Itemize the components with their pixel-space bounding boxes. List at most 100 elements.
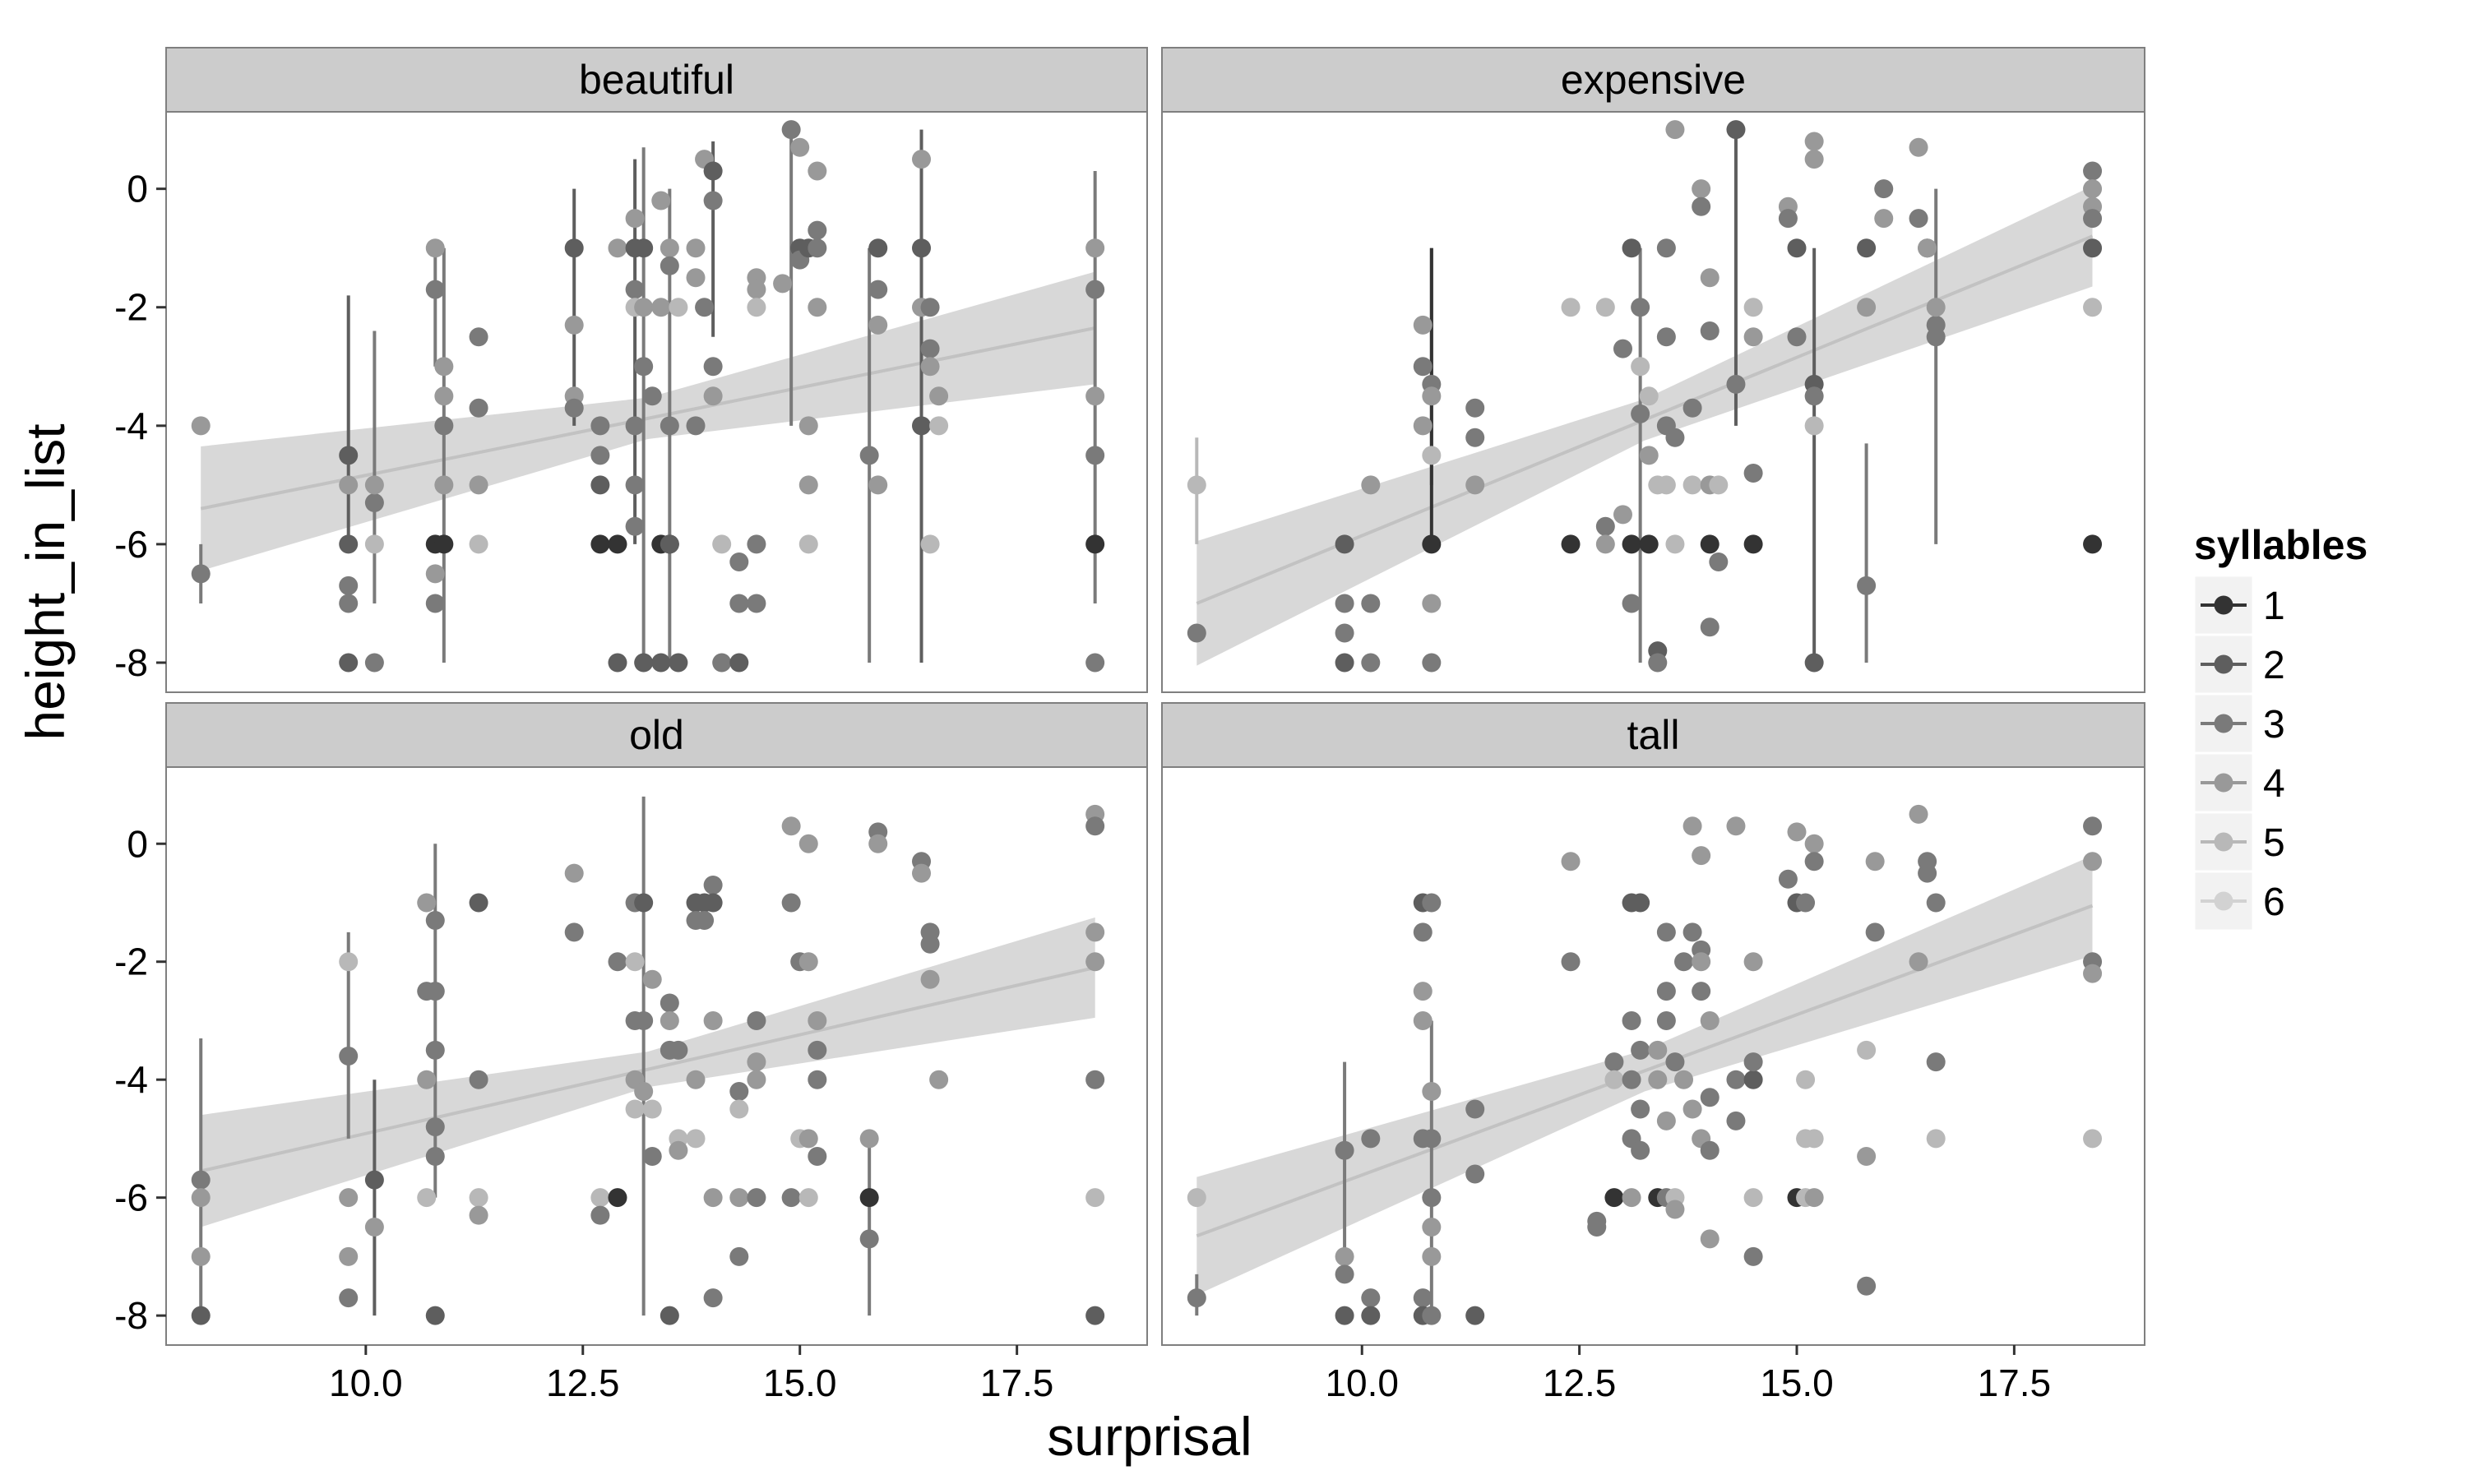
data-point (781, 893, 801, 913)
data-point (625, 209, 645, 229)
data-point (1926, 1052, 1946, 1072)
data-point (1187, 1288, 1206, 1308)
data-point (1700, 1229, 1719, 1249)
data-point (660, 1010, 679, 1030)
data-point (1804, 132, 1824, 151)
data-point (1335, 1246, 1354, 1266)
data-point (1743, 327, 1763, 347)
data-point (808, 161, 827, 181)
data-point (808, 1040, 827, 1060)
confidence-band (201, 271, 1095, 571)
data-point (703, 357, 723, 377)
data-point (1804, 416, 1824, 436)
data-point (1085, 1188, 1105, 1208)
data-point (1804, 852, 1824, 871)
data-point (912, 863, 932, 883)
data-point (686, 268, 706, 288)
data-point (1422, 1246, 1442, 1266)
data-point (634, 893, 654, 913)
data-point (1857, 576, 1877, 595)
data-point (1665, 1200, 1685, 1219)
data-point (1692, 952, 1711, 972)
data-point (1926, 1129, 1946, 1149)
data-point (191, 1188, 211, 1208)
data-point (808, 1146, 827, 1166)
legend-label: 3 (2263, 703, 2285, 747)
data-point (1726, 374, 1746, 394)
data-point (660, 416, 679, 436)
data-point (686, 416, 706, 436)
data-point (1682, 816, 1702, 836)
data-point (747, 298, 766, 317)
data-point (798, 416, 818, 436)
data-point (469, 327, 488, 347)
data-point (590, 416, 610, 436)
data-point (1700, 534, 1719, 554)
legend-key-point (2214, 891, 2233, 911)
data-point (2083, 179, 2103, 199)
data-point (1613, 339, 1632, 358)
x-tick-label: 10.0 (329, 1361, 403, 1404)
data-point (1682, 1099, 1702, 1119)
data-point (1361, 1288, 1381, 1308)
x-tick-label: 12.5 (546, 1361, 620, 1404)
data-point (339, 952, 359, 972)
y-tick-label: -2 (114, 941, 148, 983)
data-point (1874, 209, 1894, 229)
data-point (798, 1188, 818, 1208)
data-point (2083, 852, 2103, 871)
y-tick-label: -6 (114, 1177, 148, 1219)
data-point (781, 1188, 801, 1208)
data-point (747, 280, 766, 299)
data-point (434, 386, 454, 406)
data-point (660, 238, 679, 258)
data-point (1656, 1010, 1676, 1030)
data-point (425, 238, 445, 258)
data-point (1587, 1218, 1607, 1237)
data-point (929, 416, 949, 436)
data-point (1085, 386, 1105, 406)
confidence-band (201, 917, 1095, 1227)
data-point (1648, 1070, 1668, 1089)
data-point (590, 446, 610, 465)
legend-item-5: 5 (2192, 811, 2285, 873)
data-point (1804, 653, 1824, 673)
data-point (703, 1010, 723, 1030)
data-point (1361, 653, 1381, 673)
facet-panel-tall: tall (1161, 702, 2145, 1346)
data-point (1700, 268, 1719, 288)
data-point (625, 1099, 645, 1119)
data-point (625, 280, 645, 299)
data-point (1622, 1070, 1641, 1089)
data-point (425, 564, 445, 584)
data-point (1085, 816, 1105, 836)
data-point (868, 315, 888, 335)
data-point (1874, 179, 1894, 199)
data-point (859, 1188, 879, 1208)
data-point (1639, 386, 1659, 406)
data-point (425, 1146, 445, 1166)
data-point (1595, 516, 1615, 536)
data-point (686, 238, 706, 258)
data-point (634, 1082, 654, 1102)
data-point (2083, 209, 2103, 229)
data-point (747, 1188, 766, 1208)
data-point (1743, 298, 1763, 317)
data-point (1857, 1146, 1877, 1166)
data-point (564, 922, 584, 942)
data-point (608, 653, 627, 673)
data-point (1465, 398, 1485, 418)
data-point (660, 256, 679, 275)
facet-panel-old: old (165, 702, 1148, 1346)
data-point (425, 911, 445, 931)
data-point (695, 911, 715, 931)
data-point (651, 191, 671, 210)
data-point (425, 1306, 445, 1325)
data-point (364, 1218, 384, 1237)
data-point (1656, 238, 1676, 258)
data-point (729, 1188, 749, 1208)
data-point (1639, 446, 1659, 465)
y-tick-label: -2 (114, 286, 148, 329)
data-point (1335, 594, 1354, 613)
